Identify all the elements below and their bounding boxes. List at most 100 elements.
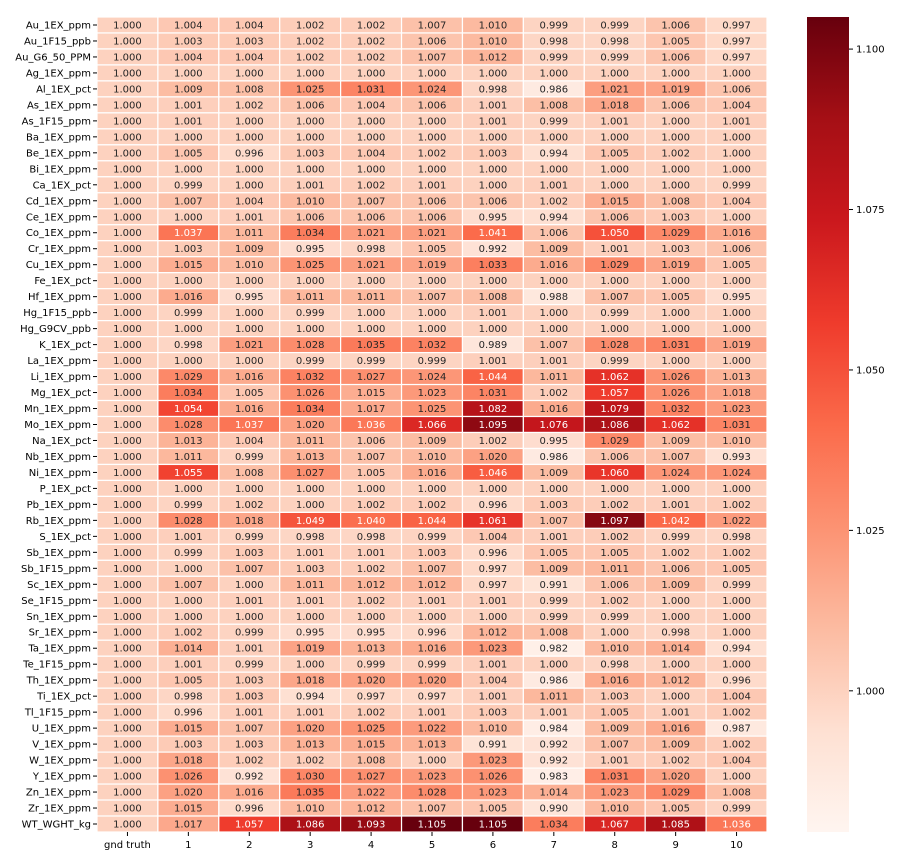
cell-value-label: 1.007 <box>600 740 629 751</box>
cell-value-label: 1.010 <box>600 644 629 655</box>
cell-value-label: 1.008 <box>235 84 264 95</box>
cell-value-label: 0.997 <box>722 20 751 31</box>
cell-value-label: 1.000 <box>113 196 142 207</box>
cell-value-label: 1.000 <box>296 132 325 143</box>
cell-value-label: 1.006 <box>661 100 690 111</box>
cell-value-label: 0.990 <box>539 804 568 815</box>
cell-value-label: 1.000 <box>113 644 142 655</box>
heatmap-cell-labels: 1.000 1.004 1.004 1.002 1.002 1.007 1.010 0.999… <box>113 20 751 830</box>
cell-value-label: 1.003 <box>235 36 264 47</box>
cell-value-label: 1.000 <box>418 612 447 623</box>
cell-value-label: 1.000 <box>296 68 325 79</box>
cell-value-label: 1.000 <box>113 84 142 95</box>
cell-value-label: 1.002 <box>357 180 386 191</box>
cell-value-label: 1.000 <box>357 324 386 335</box>
cell-value-label: 1.018 <box>600 100 629 111</box>
cell-value-label: 1.000 <box>113 804 142 815</box>
y-tick-label: Nb_1EX_ppm <box>25 452 91 463</box>
cell-value-label: 1.000 <box>722 212 751 223</box>
cell-value-label: 1.000 <box>113 324 142 335</box>
x-tick-label: 9 <box>672 840 678 851</box>
cell-value-label: 1.007 <box>661 452 690 463</box>
cell-value-label: 0.999 <box>722 580 751 591</box>
cell-value-label: 0.998 <box>357 532 386 543</box>
cell-value-label: 1.031 <box>357 84 386 95</box>
y-tick-label: Y_1EX_ppm <box>32 772 91 783</box>
cell-value-label: 0.997 <box>722 52 751 63</box>
cell-value-label: 1.000 <box>113 772 142 783</box>
cell-value-label: 0.998 <box>539 36 568 47</box>
cell-value-label: 1.020 <box>418 676 447 687</box>
cell-value-label: 0.999 <box>539 52 568 63</box>
cell-value-label: 1.007 <box>174 196 203 207</box>
cell-value-label: 1.006 <box>600 580 629 591</box>
cell-value-label: 1.023 <box>479 644 508 655</box>
y-tick-label: P_1EX_pct <box>40 484 91 495</box>
cell-value-label: 1.003 <box>418 548 447 559</box>
cell-value-label: 1.000 <box>113 692 142 703</box>
cell-value-label: 1.025 <box>296 84 325 95</box>
cell-value-label: 1.006 <box>661 52 690 63</box>
y-tick-label: Na_1EX_pct <box>32 436 91 447</box>
cell-value-label: 1.000 <box>235 68 264 79</box>
cell-value-label: 1.028 <box>174 516 203 527</box>
cell-value-label: 1.000 <box>296 324 325 335</box>
cell-value-label: 1.000 <box>539 276 568 287</box>
cell-value-label: 1.000 <box>661 116 690 127</box>
cell-value-label: 1.024 <box>418 84 447 95</box>
cell-value-label: 1.029 <box>600 260 629 271</box>
cell-value-label: 1.026 <box>174 772 203 783</box>
cell-value-label: 1.000 <box>661 356 690 367</box>
cell-value-label: 1.001 <box>235 596 264 607</box>
cell-value-label: 0.995 <box>357 628 386 639</box>
cell-value-label: 1.000 <box>661 596 690 607</box>
cell-value-label: 1.005 <box>174 676 203 687</box>
cell-value-label: 1.015 <box>174 804 203 815</box>
cell-value-label: 1.007 <box>235 564 264 575</box>
cell-value-label: 1.002 <box>357 596 386 607</box>
cell-value-label: 0.982 <box>539 644 568 655</box>
cell-value-label: 1.001 <box>600 244 629 255</box>
cell-value-label: 1.004 <box>235 196 264 207</box>
cell-value-label: 1.016 <box>418 644 447 655</box>
cell-value-label: 1.000 <box>113 516 142 527</box>
cell-value-label: 1.012 <box>479 628 508 639</box>
cell-value-label: 1.032 <box>418 340 447 351</box>
cell-value-label: 0.994 <box>539 148 568 159</box>
cell-value-label: 1.001 <box>174 116 203 127</box>
cell-value-label: 1.005 <box>235 388 264 399</box>
cell-value-label: 1.000 <box>113 132 142 143</box>
cell-value-label: 1.000 <box>418 164 447 175</box>
cell-value-label: 1.010 <box>235 260 264 271</box>
cell-value-label: 1.001 <box>418 180 447 191</box>
cell-value-label: 1.004 <box>722 756 751 767</box>
cell-value-label: 1.011 <box>235 228 264 239</box>
cell-value-label: 0.999 <box>174 308 203 319</box>
y-tick-label: Ca_1EX_pct <box>33 180 91 191</box>
cell-value-label: 1.009 <box>174 84 203 95</box>
cell-value-label: 1.002 <box>722 500 751 511</box>
cell-value-label: 1.000 <box>539 68 568 79</box>
y-tick-label: Hg_1F15_ppb <box>23 308 91 319</box>
cell-value-label: 1.000 <box>235 580 264 591</box>
cell-value-label: 1.011 <box>296 436 325 447</box>
cell-value-label: 1.085 <box>661 820 690 831</box>
cell-value-label: 1.000 <box>113 724 142 735</box>
cell-value-label: 1.007 <box>418 292 447 303</box>
cell-value-label: 1.008 <box>357 756 386 767</box>
cell-value-label: 1.001 <box>539 356 568 367</box>
cell-value-label: 1.001 <box>539 532 568 543</box>
cell-value-label: 1.003 <box>235 676 264 687</box>
cell-value-label: 0.986 <box>539 452 568 463</box>
cell-value-label: 1.016 <box>722 228 751 239</box>
cell-value-label: 1.000 <box>722 612 751 623</box>
y-axis-tick-labels: Au_1EX_ppm Au_1F15_ppb Au_G6_50_PPM Ag_1EX_… <box>15 20 97 831</box>
cell-value-label: 1.022 <box>722 516 751 527</box>
cell-value-label: 1.010 <box>479 724 508 735</box>
cell-value-label: 1.027 <box>357 772 386 783</box>
y-tick-label: Se_1F15_ppm <box>21 596 91 607</box>
cell-value-label: 1.093 <box>357 820 386 831</box>
cell-value-label: 1.000 <box>113 484 142 495</box>
cell-value-label: 1.007 <box>357 452 386 463</box>
cell-value-label: 0.984 <box>539 724 568 735</box>
